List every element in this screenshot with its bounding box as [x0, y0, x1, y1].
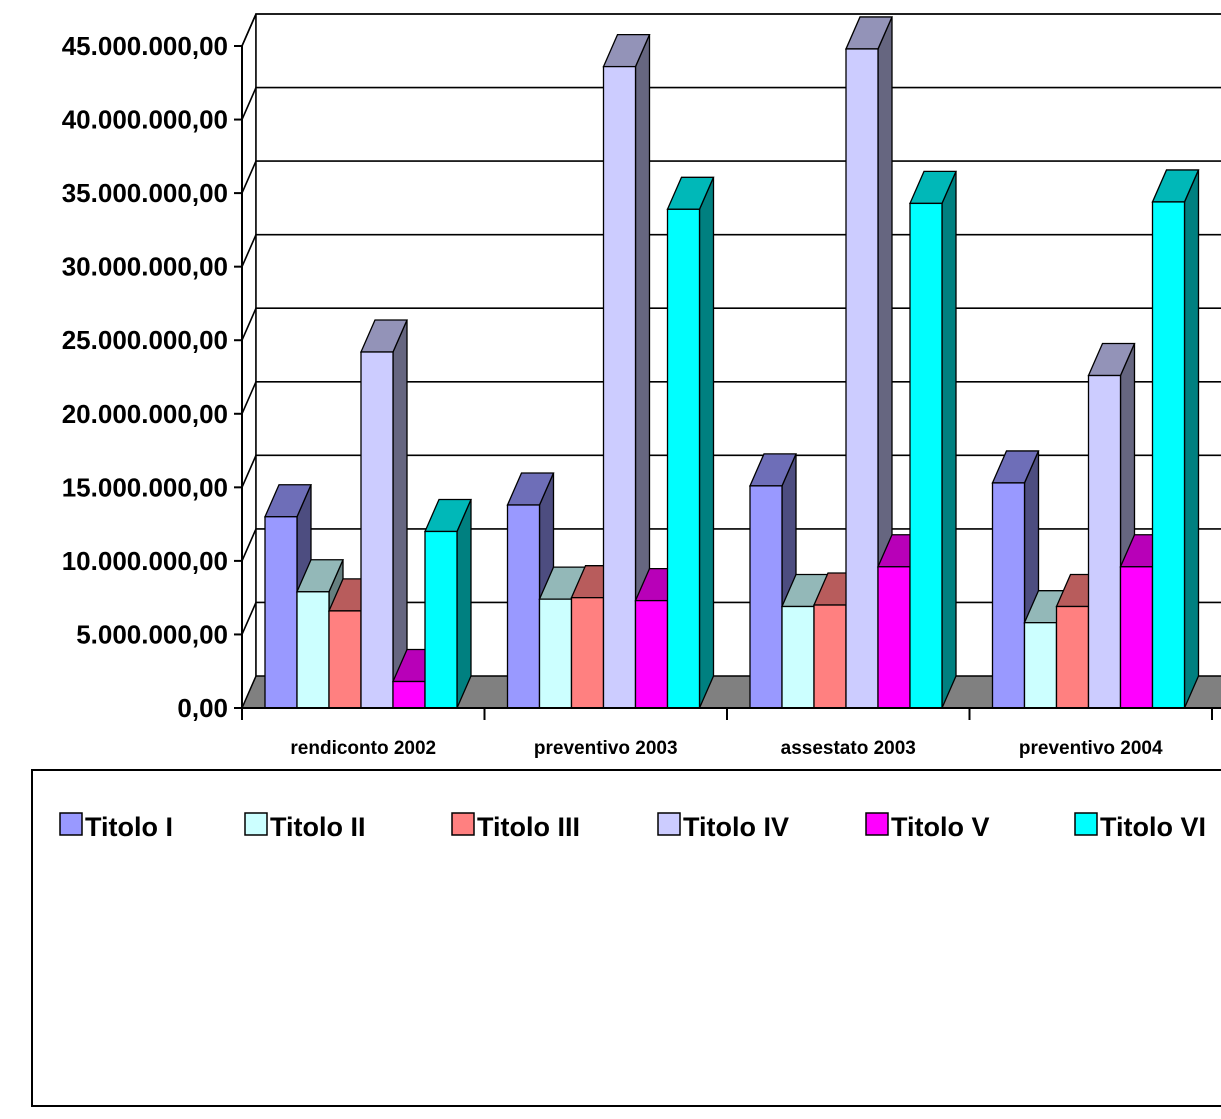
y-tick-label: 20.000.000,00 — [62, 399, 228, 429]
y-tick-label: 35.000.000,00 — [62, 178, 228, 208]
bar-front — [424, 530, 458, 709]
chart-walls — [241, 13, 1221, 709]
y-tick-label: 15.000.000,00 — [62, 472, 228, 502]
bar-front — [877, 566, 911, 709]
legend-swatch — [1074, 812, 1098, 836]
y-tick-label: 45.000.000,00 — [62, 31, 228, 61]
bar-front — [264, 516, 298, 709]
legend-label: Titolo III — [477, 812, 580, 842]
legend-box — [31, 769, 1221, 1107]
bar-front — [392, 680, 426, 709]
bar-front — [991, 482, 1026, 709]
legend-swatch — [865, 812, 889, 836]
bar-front — [1151, 201, 1186, 709]
bar — [909, 170, 957, 709]
y-tick-label: 25.000.000,00 — [62, 325, 228, 355]
y-tick-label: 30.000.000,00 — [62, 252, 228, 282]
bar — [1151, 169, 1200, 709]
gridline — [241, 13, 1221, 47]
bar-front — [328, 610, 362, 709]
bar-side — [392, 319, 408, 709]
legend-label: Titolo I — [85, 812, 173, 842]
x-category-label: preventivo 2003 — [534, 738, 678, 759]
y-tick-label: 5.000.000,00 — [76, 619, 228, 649]
y-tick-label: 40.000.000,00 — [62, 105, 228, 135]
legend-label: Titolo II — [270, 812, 366, 842]
bar — [424, 498, 472, 709]
bar — [602, 33, 651, 709]
chart-back-wall — [255, 13, 1221, 677]
x-category-label: assestato 2003 — [781, 738, 916, 759]
x-category-label: rendiconto 2002 — [290, 738, 436, 759]
x-category-label: preventivo 2004 — [1019, 738, 1163, 759]
bar-front — [602, 65, 637, 709]
bar — [360, 319, 408, 709]
legend-swatch — [657, 812, 681, 836]
bar-front — [1119, 566, 1154, 709]
bar-front — [634, 599, 669, 709]
legend-swatch — [59, 812, 83, 836]
bar-front — [813, 604, 847, 709]
legend-swatch — [451, 812, 475, 836]
gridline — [241, 160, 1221, 194]
bar-front — [1055, 605, 1090, 709]
bar-front — [909, 202, 943, 709]
bar-front — [296, 591, 330, 709]
bar-front — [506, 504, 541, 709]
bar — [845, 16, 893, 709]
bars — [264, 16, 1200, 709]
y-tick-label: 0,00 — [177, 693, 228, 723]
legend-swatch — [244, 812, 268, 836]
bar-front — [781, 605, 815, 709]
bar-front — [666, 208, 701, 709]
chart-side-wall — [241, 13, 257, 709]
bar-front — [749, 485, 783, 709]
bar-front — [1087, 374, 1122, 709]
bar-front — [1023, 622, 1058, 709]
legend: Titolo I Titolo II Titolo III Titolo IV Tito… — [31, 769, 1221, 1107]
bar-front — [538, 598, 573, 709]
bar-side — [698, 177, 715, 709]
bar-front — [845, 48, 879, 709]
bar-front — [360, 351, 394, 709]
y-axis-ticks: 0,00 5.000.000,00 10.000.000,00 15.000.000,… — [62, 31, 243, 723]
bar-side — [1183, 169, 1200, 709]
legend-label: Titolo VI — [1100, 812, 1206, 842]
gridline — [241, 86, 1221, 120]
bar-front — [570, 597, 605, 709]
bar — [666, 176, 715, 709]
y-tick-label: 10.000.000,00 — [62, 546, 228, 576]
legend-label: Titolo IV — [683, 812, 789, 842]
bar-side — [456, 499, 472, 709]
legend-label: Titolo V — [891, 812, 990, 842]
x-axis: rendiconto 2002 preventivo 2003 assestato … — [241, 707, 1221, 759]
bar-side — [941, 171, 957, 709]
